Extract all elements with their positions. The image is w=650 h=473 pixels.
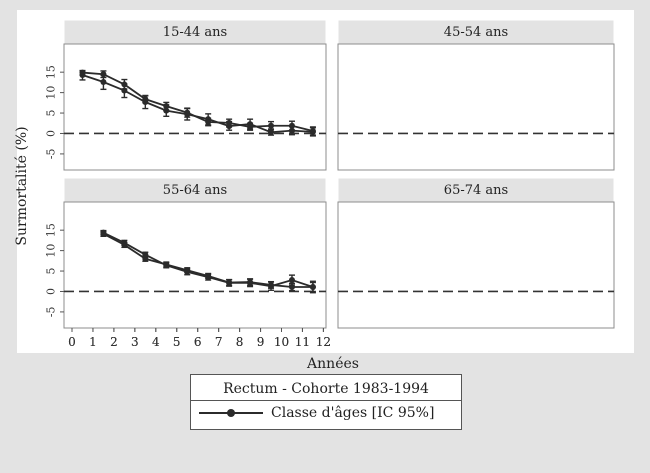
data-point: [309, 128, 316, 135]
data-point: [79, 69, 86, 76]
data-point: [184, 109, 191, 116]
panel-title: 65-74 ans: [444, 183, 508, 198]
data-point: [247, 279, 254, 286]
data-point: [205, 274, 212, 281]
data-point: [288, 277, 295, 284]
y-tick-label: 0: [45, 288, 58, 295]
y-tick-label: 0: [45, 130, 58, 137]
x-tick-label: 6: [194, 335, 202, 349]
data-point: [226, 279, 233, 286]
y-tick-label: -5: [45, 149, 58, 160]
x-tick-label: 3: [131, 335, 139, 349]
x-tick-label: 10: [274, 335, 289, 349]
panel-title: 15-44 ans: [163, 25, 227, 40]
x-axis-title: Années: [306, 356, 359, 372]
x-tick-label: 2: [110, 335, 118, 349]
panel-header: [63, 19, 327, 45]
legend-divider: [191, 400, 461, 401]
data-point: [121, 239, 128, 246]
data-point: [226, 119, 233, 126]
panel-plot-area: [63, 201, 327, 329]
x-tick-label: 11: [295, 335, 310, 349]
data-point: [205, 119, 212, 126]
y-axis-title: Surmortalité (%): [14, 126, 30, 245]
data-point: [309, 283, 316, 290]
x-tick-label: 6: [194, 335, 202, 349]
x-tick-label: 8: [236, 335, 244, 349]
x-tick-label: 4: [152, 335, 160, 349]
x-tick-label: 5: [173, 335, 181, 349]
panel-plot-area: [337, 201, 615, 329]
data-point: [268, 122, 275, 129]
y-tick-label: 5: [45, 268, 58, 275]
x-tick-label: 7: [215, 335, 223, 349]
panel-1: 15-44 ans -5 0 5 10 15: [45, 19, 327, 171]
data-point: [268, 129, 275, 136]
x-tick-label: 12: [316, 335, 331, 349]
x-tick-label: 4: [152, 335, 160, 349]
y-tick-label: -5: [45, 307, 58, 318]
y-tick-label: 5: [45, 110, 58, 117]
data-point: [100, 229, 107, 236]
data-point: [100, 78, 107, 85]
panel-plot-area: [63, 43, 327, 171]
legend-entry: Classe d'âges [IC 95%]: [199, 405, 434, 421]
x-tick-label: 5: [173, 335, 181, 349]
data-point: [142, 96, 149, 103]
legend: Rectum - Cohorte 1983-1994 Classe d'âges…: [190, 374, 462, 430]
data-point: [163, 103, 170, 110]
x-tick-label: 7: [215, 335, 223, 349]
x-tick-label: 1: [89, 335, 97, 349]
x-tick-label: 1: [89, 335, 97, 349]
data-point: [268, 283, 275, 290]
data-point: [163, 262, 170, 269]
x-tick-label: 9: [257, 335, 265, 349]
x-tick-label: 0: [68, 335, 76, 349]
data-point: [142, 251, 149, 258]
panel-title: 55-64 ans: [163, 183, 227, 198]
x-tick-label: 9: [257, 335, 265, 349]
data-point: [184, 268, 191, 275]
legend-line-marker-icon: [199, 405, 263, 421]
legend-entry-label: Classe d'âges [IC 95%]: [271, 405, 435, 421]
data-point: [288, 122, 295, 129]
y-tick-label: 10: [45, 244, 58, 258]
x-tick-label: 10: [274, 335, 289, 349]
series-line: [82, 71, 314, 132]
panel-2: 45-54 ans: [79, 19, 615, 171]
x-tick-label: 12: [316, 335, 331, 349]
x-tick-label: 8: [236, 335, 244, 349]
data-point: [121, 81, 128, 88]
data-point: [100, 71, 107, 78]
data-point: [247, 123, 254, 130]
panel-plot-area: [337, 43, 615, 171]
x-tick-label: 3: [131, 335, 139, 349]
x-tick-label: 2: [110, 335, 118, 349]
x-tick-label: 11: [295, 335, 310, 349]
legend-title: Rectum - Cohorte 1983-1994: [223, 381, 429, 397]
y-tick-label: 15: [45, 223, 58, 237]
y-tick-label: 10: [45, 86, 58, 100]
panel-title: 45-54 ans: [444, 25, 508, 40]
panel-header: [337, 177, 615, 203]
x-tick-label: 0: [68, 335, 76, 349]
y-tick-label: 15: [45, 65, 58, 79]
